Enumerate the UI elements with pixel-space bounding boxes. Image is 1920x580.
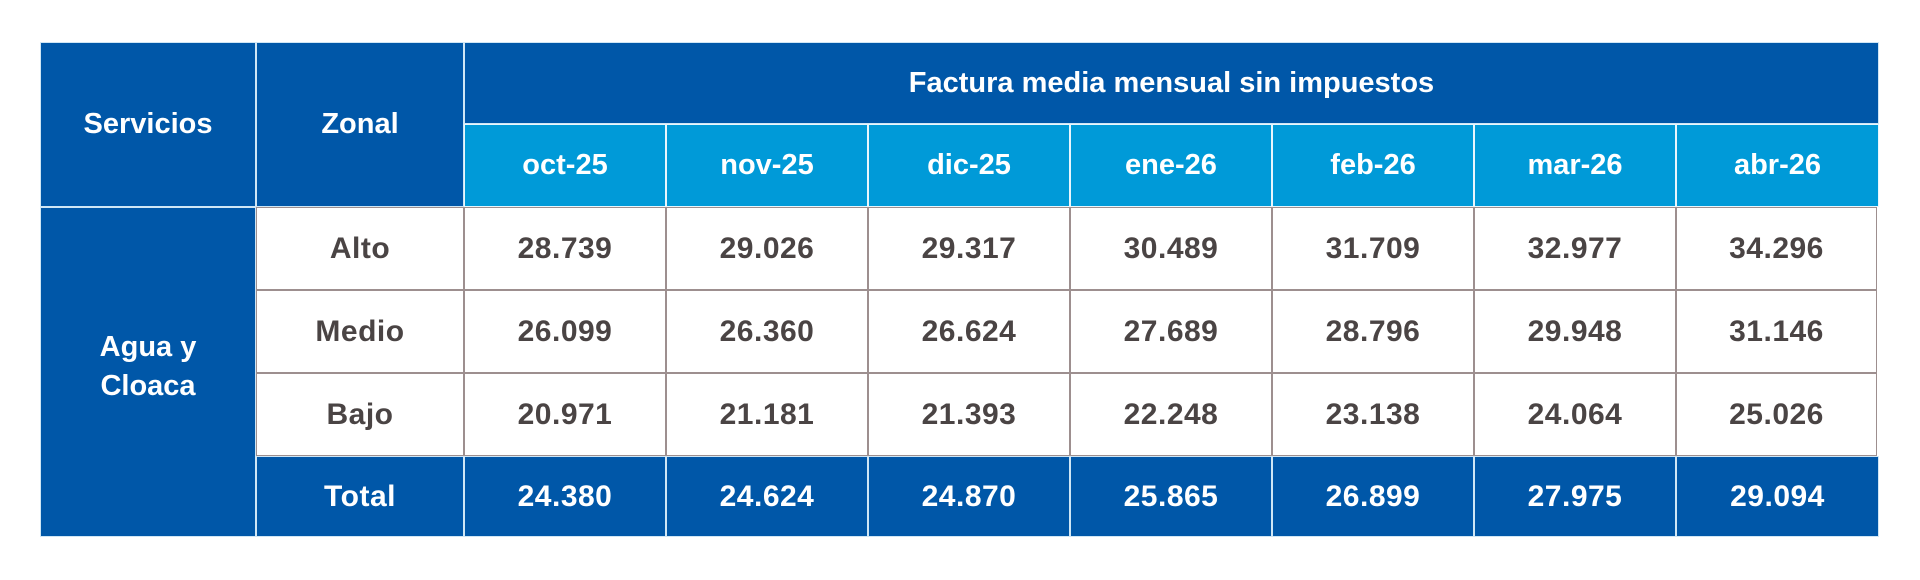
value-cell: 26.099 [464,290,666,373]
value-cell: 30.489 [1070,207,1272,290]
value-cell: 22.248 [1070,373,1272,456]
value-cell: 29.026 [666,207,868,290]
service-line-2: Cloaca [100,370,196,402]
month-header: dic-25 [868,124,1070,207]
value-cell: 32.977 [1474,207,1676,290]
value-cell: 23.138 [1272,373,1474,456]
value-cell: 21.393 [868,373,1070,456]
service-cell: Agua y Cloaca [40,207,256,537]
total-label: Total [256,456,464,537]
value-cell: 34.296 [1676,207,1877,290]
value-cell: 29.948 [1474,290,1676,373]
month-header: feb-26 [1272,124,1474,207]
value-cell: 31.146 [1676,290,1877,373]
total-value-cell: 24.380 [464,456,666,537]
month-header: abr-26 [1676,124,1879,207]
value-cell: 28.739 [464,207,666,290]
service-line-1: Agua y [99,331,197,363]
month-header: nov-25 [666,124,868,207]
value-cell: 27.689 [1070,290,1272,373]
total-value-cell: 24.870 [868,456,1070,537]
total-value-cell: 26.899 [1272,456,1474,537]
total-value-cell: 25.865 [1070,456,1272,537]
value-cell: 28.796 [1272,290,1474,373]
total-value-cell: 27.975 [1474,456,1676,537]
month-header: ene-26 [1070,124,1272,207]
total-value-cell: 29.094 [1676,456,1879,537]
value-cell: 25.026 [1676,373,1877,456]
value-cell: 26.360 [666,290,868,373]
zonal-label: Bajo [256,373,464,456]
total-value-cell: 24.624 [666,456,868,537]
zonal-label: Medio [256,290,464,373]
header-title: Factura media mensual sin impuestos [464,42,1879,124]
header-zonal: Zonal [256,42,464,207]
header-servicios: Servicios [40,42,256,207]
value-cell: 20.971 [464,373,666,456]
value-cell: 24.064 [1474,373,1676,456]
value-cell: 29.317 [868,207,1070,290]
value-cell: 21.181 [666,373,868,456]
value-cell: 26.624 [868,290,1070,373]
value-cell: 31.709 [1272,207,1474,290]
zonal-label: Alto [256,207,464,290]
month-header: oct-25 [464,124,666,207]
month-header: mar-26 [1474,124,1676,207]
tariff-table: Servicios Zonal Factura media mensual si… [40,42,1879,537]
